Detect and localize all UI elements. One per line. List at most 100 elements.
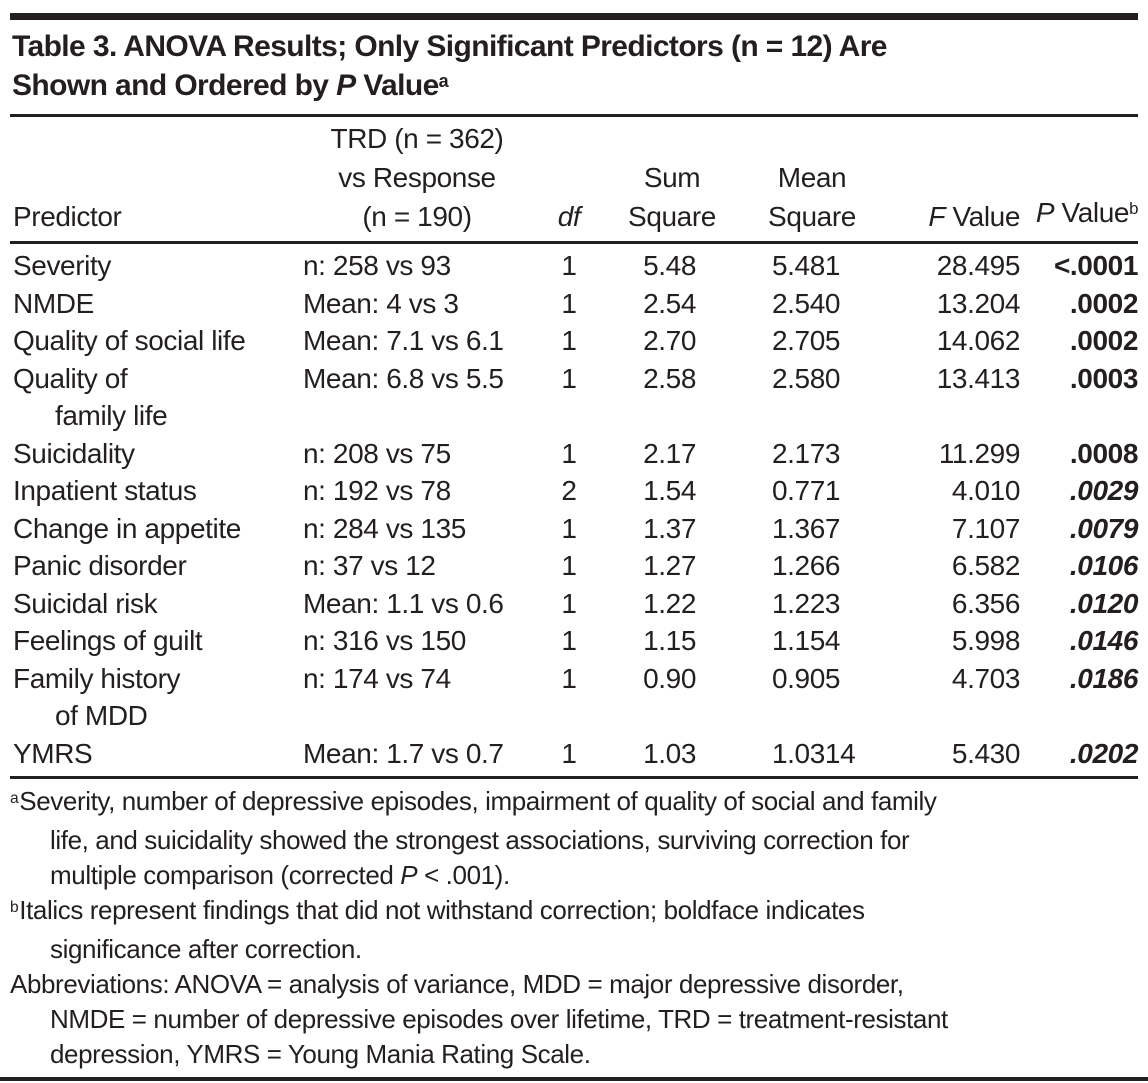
- cell-predictor: YMRS: [10, 735, 300, 773]
- cell-f-value: 6.582: [951, 550, 1020, 581]
- cell-df: 1: [561, 437, 577, 469]
- title-text: a: [438, 70, 449, 91]
- header-f-value-text: Value: [945, 201, 1020, 232]
- predictor-label: Quality of: [13, 362, 128, 394]
- cell-f-value: 13.413: [936, 362, 1021, 394]
- footnote-line: multiple comparison (corrected P < .001)…: [10, 858, 1138, 893]
- cell-f-value: 5.998: [951, 625, 1020, 656]
- header-predictor-text: Predictor: [13, 201, 122, 232]
- cell-f-value: 28.495: [936, 250, 1021, 281]
- cell-f-value: 14.062: [936, 325, 1021, 356]
- cell-f-value: 4.010: [951, 475, 1020, 506]
- cell-mean-square: 0.771: [772, 475, 841, 506]
- cell-mean-square: 1.0314: [772, 737, 856, 769]
- column-header-df: df: [534, 117, 604, 244]
- cell-sum-square: 0.90: [643, 662, 696, 694]
- table-body: Severity n: 258 vs 93 1 5.48 5.481 28.495 <.00…: [10, 243, 1138, 773]
- cell-sum-square: 1.15: [643, 625, 696, 656]
- table-row: Family history of MDD n: 174 vs 74 1 0.90 0.9…: [10, 660, 1138, 735]
- predictor-label: Suicidality: [13, 437, 135, 469]
- column-header-comparison: TRD (n = 362) vs Response (n = 190): [300, 117, 534, 244]
- footnote-b: bItalics represent findings that did not…: [10, 893, 1138, 967]
- cell-f-value: 5.430: [951, 737, 1020, 769]
- cell-mean-square: 2.580: [772, 362, 841, 394]
- header-mean-square-text: Mean: [777, 162, 847, 193]
- cell-sum-square: 2.70: [643, 325, 696, 356]
- header-line: TRD (n = 362): [300, 119, 534, 158]
- header-p-value-text: b: [1129, 199, 1138, 219]
- cell-mean-square: 2.173: [772, 437, 841, 469]
- title-text: Shown and Ordered by: [12, 69, 337, 102]
- cell-mean-square: 1.154: [772, 625, 841, 656]
- footnote-text: multiple comparison (corrected: [50, 860, 401, 890]
- cell-comparison: n: 316 vs 150: [303, 625, 466, 656]
- header-line: Square: [604, 197, 740, 236]
- cell-df: 1: [561, 362, 577, 394]
- footnote-line: NMDE = number of depressive episodes ove…: [10, 1002, 1138, 1037]
- table-title: Table 3. ANOVA Results; Only Significant…: [10, 27, 1138, 117]
- cell-predictor: Panic disorder: [10, 547, 300, 585]
- cell-comparison: n: 284 vs 135: [303, 512, 466, 544]
- cell-predictor: Family history of MDD: [10, 660, 300, 735]
- header-df-text: df: [557, 201, 581, 232]
- cell-mean-square: 5.481: [772, 250, 841, 281]
- header-p-value-text: P: [1035, 197, 1055, 228]
- cell-predictor: Severity: [10, 243, 300, 285]
- footnote-a: aSeverity, number of depressive episodes…: [10, 784, 1138, 893]
- table-title-line: Table 3. ANOVA Results; Only Significant…: [12, 27, 1138, 66]
- cell-predictor: Inpatient status: [10, 472, 300, 510]
- header-row: Predictor TRD (n = 362) vs Response (n = 19…: [10, 117, 1138, 244]
- cell-mean-square: 1.223: [772, 587, 841, 619]
- predictor-label: Severity: [13, 250, 111, 281]
- title-text: Table 3. ANOVA Results; Only Significant…: [12, 30, 887, 63]
- footnote-line: bItalics represent findings that did not…: [10, 893, 1138, 932]
- cell-sum-square: 1.03: [643, 737, 696, 769]
- bottom-rule: [0, 1077, 1148, 1081]
- cell-p-value: .0002: [1069, 325, 1138, 356]
- footnote-line: significance after correction.: [10, 932, 1138, 967]
- cell-p-value: .0120: [1069, 587, 1138, 619]
- cell-p-value: .0008: [1069, 437, 1138, 469]
- footnote-text: NMDE = number of depressive episodes ove…: [50, 1004, 948, 1034]
- cell-predictor: Change in appetite: [10, 510, 300, 548]
- table-row: Quality of family life Mean: 6.8 vs 5.5 1 2.…: [10, 360, 1138, 435]
- header-comparison-text: vs Response: [338, 162, 496, 193]
- cell-sum-square: 5.48: [643, 250, 696, 281]
- cell-p-value: <.0001: [1053, 250, 1138, 281]
- header-f-value-text: F: [928, 201, 946, 232]
- column-header-predictor: Predictor: [10, 117, 300, 244]
- cell-mean-square: 1.266: [772, 550, 841, 581]
- title-text: Value: [355, 69, 439, 102]
- cell-predictor: NMDE: [10, 285, 300, 323]
- cell-f-value: 13.204: [936, 287, 1021, 319]
- cell-df: 1: [561, 250, 577, 281]
- footnote-text: life, and suicidality showed the stronge…: [50, 825, 910, 855]
- table-header: Predictor TRD (n = 362) vs Response (n = 19…: [10, 117, 1138, 244]
- header-sum-square-text: Sum: [643, 162, 701, 193]
- header-line: F Value: [884, 197, 1020, 236]
- predictor-label: Change in appetite: [13, 512, 241, 544]
- footnote-text: P: [400, 860, 418, 890]
- footnote-text: significance after correction.: [50, 934, 362, 964]
- title-text: P: [336, 69, 356, 102]
- header-line: df: [534, 197, 604, 236]
- cell-df: 1: [561, 512, 577, 544]
- cell-predictor: Quality of family life: [10, 360, 300, 435]
- header-comparison-text: (n = 190): [362, 201, 472, 232]
- cell-p-value: .0186: [1069, 662, 1138, 694]
- cell-df: 1: [561, 662, 577, 694]
- footnote-line: life, and suicidality showed the stronge…: [10, 823, 1138, 858]
- cell-mean-square: 2.540: [772, 287, 841, 319]
- cell-p-value: .0079: [1069, 512, 1138, 544]
- cell-sum-square: 1.37: [643, 512, 696, 544]
- table-bottom-rule: [10, 776, 1138, 779]
- footnote-marker: b: [10, 898, 19, 916]
- predictor-label: Panic disorder: [13, 550, 187, 581]
- table-row: Change in appetite n: 284 vs 135 1 1.37 1.36…: [10, 510, 1138, 548]
- predictor-label: of MDD: [55, 700, 148, 731]
- cell-sum-square: 2.17: [643, 437, 696, 469]
- column-header-f-value: F Value: [884, 117, 1022, 244]
- table-row: Inpatient status n: 192 vs 78 2 1.54 0.771 4.…: [10, 472, 1138, 510]
- cell-p-value: .0146: [1069, 625, 1138, 656]
- cell-p-value: .0106: [1069, 550, 1138, 581]
